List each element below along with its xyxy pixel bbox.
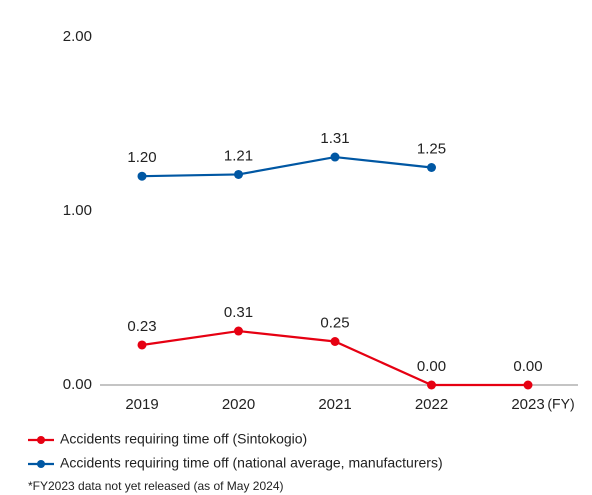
data-point [523,380,533,390]
x-tick-label: 2021 [318,396,351,413]
data-point [330,337,340,346]
x-tick-label: 2020 [222,396,255,413]
data-label: 1.21 [224,147,253,164]
data-point [427,380,436,390]
legend-marker [37,460,45,468]
data-point [137,171,147,181]
x-tick-label: 2022 [415,396,448,413]
x-tick-label: 2023 [511,396,544,413]
y-tick-label: 0.00 [63,376,92,393]
y-tick-label: 1.00 [63,202,92,219]
x-axis-label: (FY) [547,396,574,412]
legend-marker [37,436,45,444]
x-tick-label: 2019 [125,396,158,413]
data-point [234,169,243,179]
data-label: 0.00 [417,358,446,375]
data-point [137,340,147,350]
data-point [234,326,243,336]
footnote: *FY2023 data not yet released (as of May… [28,479,284,493]
legend-label: Accidents requiring time off (Sintokogio… [60,431,307,447]
data-label: 1.25 [417,140,446,157]
y-tick-label: 2.00 [63,28,92,45]
data-label: 1.20 [127,149,156,166]
data-label: 0.31 [224,304,253,321]
legend-label: Accidents requiring time off (national a… [60,455,443,471]
data-point [427,163,436,172]
data-label: 0.00 [513,358,542,375]
data-label: 1.31 [320,130,349,147]
data-label: 0.25 [320,314,349,331]
data-label: 0.23 [127,318,156,335]
data-point [330,152,340,162]
series-line [141,155,432,178]
